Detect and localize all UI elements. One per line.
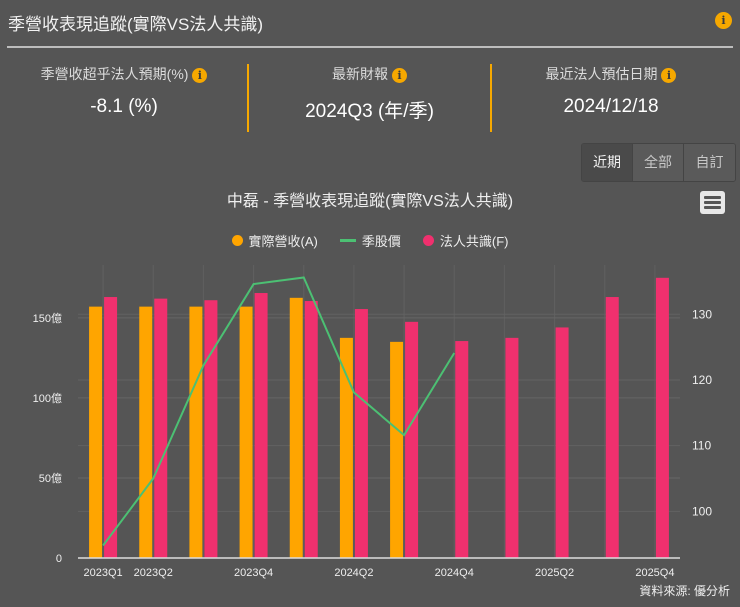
bar-consensus [455, 341, 469, 558]
stat-label: 季營收超乎法人預期(%) [40, 66, 189, 82]
range-custom-button[interactable]: 自訂 [684, 144, 735, 181]
bar-actual [139, 306, 153, 558]
legend-price[interactable]: 季股價 [339, 231, 401, 250]
info-icon[interactable]: i [661, 67, 677, 83]
bar-consensus [104, 297, 118, 558]
legend-label: 法人共識(F) [439, 234, 509, 249]
x-axis-tick: 2024Q4 [435, 567, 474, 579]
x-axis-tick: 2023Q1 [84, 567, 123, 579]
stats-row: 季營收超乎法人預期(%) i -8.1 (%) 最新財報 i 2024Q3 (年… [0, 64, 740, 134]
stat-surprise: 季營收超乎法人預期(%) i -8.1 (%) [0, 64, 248, 118]
bar-consensus [304, 301, 318, 558]
x-axis-tick: 2025Q4 [635, 567, 674, 579]
stat-value: 2024Q3 (年/季) [305, 101, 434, 122]
line-price [102, 276, 456, 547]
stat-value: 2024/12/18 [563, 96, 659, 117]
data-source: 資料來源: 優分析 [639, 584, 730, 598]
left-axis-tick: 150億 [33, 312, 62, 325]
bar-actual [289, 297, 303, 558]
left-axis-tick: 100億 [33, 392, 62, 405]
x-axis-tick: 2024Q2 [334, 567, 373, 579]
legend-actual[interactable]: 實際營收(A) [231, 231, 318, 250]
stat-latest-report: 最新財報 i 2024Q3 (年/季) [248, 64, 491, 123]
x-axis-tick: 2023Q2 [134, 567, 173, 579]
info-icon[interactable]: i [715, 12, 732, 29]
stat-label: 最新財報 [332, 66, 389, 82]
x-axis-tick: 2023Q4 [234, 567, 273, 579]
range-recent-button[interactable]: 近期 [582, 144, 633, 181]
range-all-button[interactable]: 全部 [633, 144, 684, 181]
left-axis-tick: 0 [56, 553, 62, 565]
bar-consensus [555, 327, 569, 558]
legend-label: 實際營收(A) [248, 234, 318, 249]
bar-consensus [354, 309, 368, 558]
chart-legend: 實際營收(A) 季股價 法人共識(F) [0, 231, 740, 250]
section-title: 季營收表現追蹤(實際VS法人共識) [8, 15, 263, 34]
bar-consensus [405, 321, 419, 558]
info-icon[interactable]: i [391, 67, 407, 83]
stat-value: -8.1 (%) [90, 96, 158, 117]
right-axis-tick: 110 [692, 439, 711, 453]
right-axis-tick: 100 [692, 504, 712, 518]
divider [247, 64, 249, 132]
info-icon[interactable]: i [192, 67, 208, 83]
legend-label: 季股價 [361, 234, 401, 249]
hamburger-menu-icon[interactable] [700, 191, 725, 214]
bar-actual [239, 306, 253, 558]
x-axis-tick: 2025Q2 [535, 567, 574, 579]
divider [7, 46, 733, 48]
bar-actual [89, 306, 103, 558]
bar-consensus [204, 300, 218, 558]
bar-consensus [505, 337, 519, 558]
right-axis-tick: 130 [692, 307, 712, 321]
stat-label: 最近法人預估日期 [545, 66, 658, 82]
bar-actual [339, 337, 353, 558]
stat-estimate-date: 最近法人預估日期 i 2024/12/18 [491, 64, 731, 118]
bar-actual [390, 341, 404, 558]
bar-consensus [154, 298, 168, 558]
bar-actual [189, 306, 203, 558]
left-axis-tick: 50億 [39, 472, 62, 485]
bar-consensus [254, 293, 268, 558]
legend-consensus[interactable]: 法人共識(F) [422, 231, 509, 250]
bar-consensus [655, 277, 669, 558]
range-toggle: 近期 全部 自訂 [581, 143, 736, 182]
right-axis-tick: 120 [692, 373, 712, 387]
bar-consensus [605, 297, 619, 558]
chart-title: 中磊 - 季營收表現追蹤(實際VS法人共識) [226, 193, 514, 210]
divider [490, 64, 492, 132]
